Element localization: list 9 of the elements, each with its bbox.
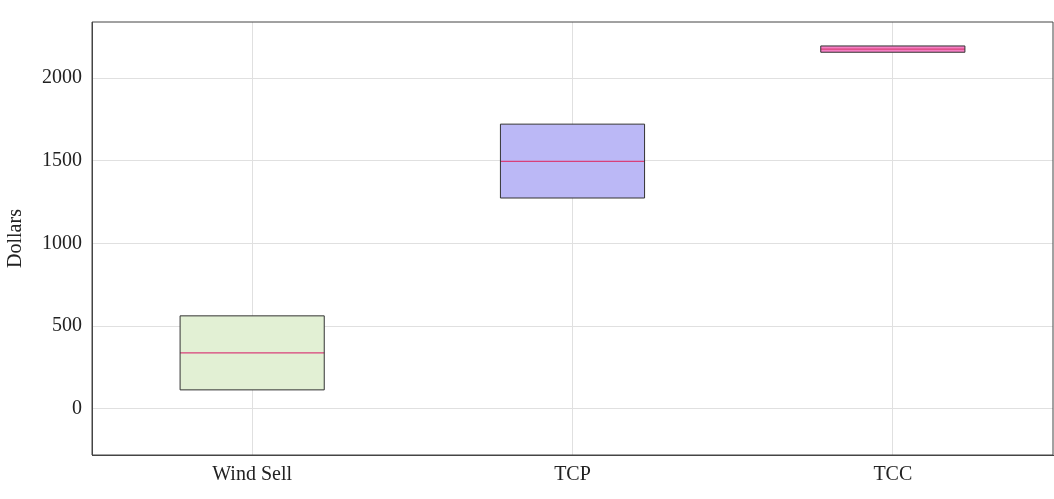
x-tick-label: Wind Sell — [212, 462, 293, 485]
y-tick-label: 1500 — [42, 148, 82, 171]
y-tick-label: 0 — [72, 395, 82, 418]
x-tick-label: TCC — [873, 462, 913, 485]
y-tick-label: 500 — [52, 313, 82, 336]
y-axis-title: Dollars — [3, 208, 26, 268]
x-tick-label: TCP — [554, 462, 591, 485]
y-tick-label: 2000 — [42, 65, 82, 88]
y-tick-label: 1000 — [42, 230, 82, 253]
